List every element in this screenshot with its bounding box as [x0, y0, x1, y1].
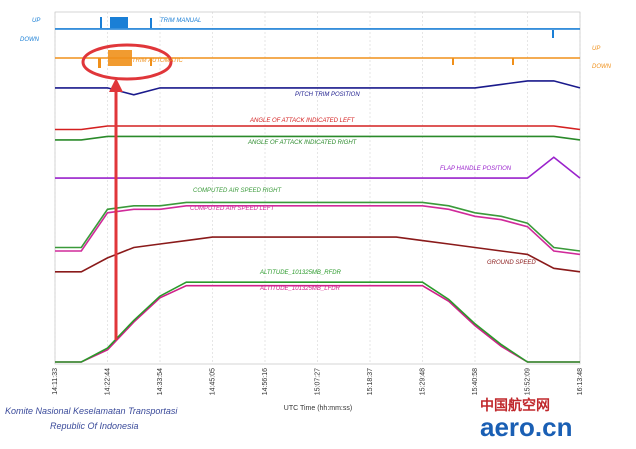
series-label: COMPUTED AIR SPEED LEFT	[190, 206, 275, 212]
series-label: FLAP HANDLE POSITION	[440, 166, 512, 172]
footer: Komite Nasional Keselamatan Transportasi	[5, 406, 178, 416]
footer: Republic Of Indonesia	[50, 421, 139, 431]
x-tick-label: 16:13:48	[577, 368, 584, 395]
series-label: ALTITUDE_101325MB_LFDR	[259, 286, 341, 292]
annotation: DOWN	[592, 64, 612, 70]
series-label: PITCH TRIM POSITION	[295, 92, 360, 98]
series-line	[55, 281, 580, 363]
annotation: DOWN	[20, 37, 40, 43]
watermark: 中国航空网	[480, 397, 550, 413]
x-tick-label: 14:11:33	[52, 368, 59, 395]
x-tick-label: 15:29:48	[420, 368, 427, 395]
arrow-head	[109, 78, 123, 92]
x-axis-label: UTC Time (hh:mm:ss)	[284, 405, 352, 412]
x-tick-label: 15:07:27	[315, 368, 322, 395]
highlight-ellipse	[81, 43, 173, 81]
series-line	[55, 236, 581, 273]
x-tick-label: 14:45:05	[210, 368, 217, 395]
series-line	[55, 156, 581, 179]
series-label: TRIM AUTOMATIC	[132, 58, 184, 64]
series-label: GROUND SPEED	[487, 260, 536, 266]
series-line	[55, 125, 581, 131]
series-line	[55, 284, 580, 363]
watermark: aero.cn	[480, 412, 573, 442]
annotation: UP	[32, 18, 40, 24]
x-tick-label: 15:40:58	[472, 368, 479, 395]
x-tick-label: 15:52:09	[525, 368, 532, 395]
series-label: ALTITUDE_101325MB_RFDR	[259, 270, 342, 276]
series-line	[55, 135, 581, 141]
x-tick-label: 14:33:54	[157, 368, 164, 395]
series-label: COMPUTED AIR SPEED RIGHT	[193, 188, 282, 194]
series-line	[55, 201, 581, 252]
annotation: UP	[592, 46, 600, 52]
series-label: TRIM MANUAL	[160, 18, 201, 24]
series-line	[55, 80, 581, 96]
x-tick-label: 15:18:37	[367, 368, 374, 395]
series-label: ANGLE OF ATTACK INDICATED RIGHT	[247, 140, 358, 146]
series-label: ANGLE OF ATTACK INDICATED LEFT	[249, 118, 356, 124]
x-tick-label: 14:56:16	[262, 368, 269, 395]
x-tick-label: 14:22:44	[105, 368, 112, 395]
series-line	[55, 205, 581, 256]
